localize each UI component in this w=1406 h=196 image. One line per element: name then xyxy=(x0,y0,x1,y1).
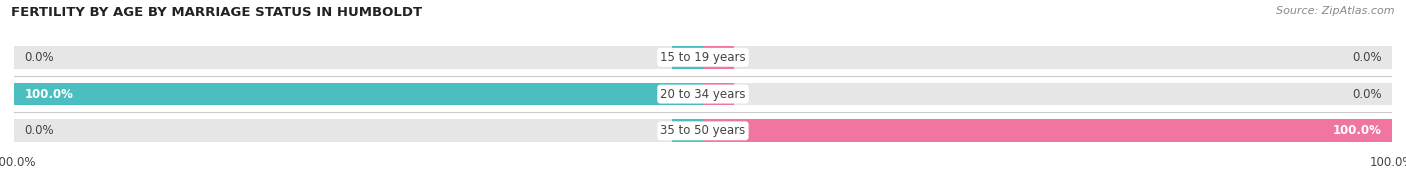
Text: 0.0%: 0.0% xyxy=(24,124,53,137)
Bar xyxy=(672,119,703,142)
Bar xyxy=(703,119,1392,142)
Bar xyxy=(703,46,734,69)
Bar xyxy=(703,119,1392,142)
Bar xyxy=(703,46,1392,69)
Text: 15 to 19 years: 15 to 19 years xyxy=(661,51,745,64)
Text: 35 to 50 years: 35 to 50 years xyxy=(661,124,745,137)
Bar xyxy=(14,119,703,142)
Text: 100.0%: 100.0% xyxy=(1333,124,1382,137)
Bar xyxy=(14,83,703,105)
Bar xyxy=(14,46,703,69)
Text: 20 to 34 years: 20 to 34 years xyxy=(661,88,745,101)
Bar xyxy=(703,83,734,105)
Text: Source: ZipAtlas.com: Source: ZipAtlas.com xyxy=(1277,6,1395,16)
Bar xyxy=(703,83,1392,105)
Text: 0.0%: 0.0% xyxy=(1353,88,1382,101)
Text: FERTILITY BY AGE BY MARRIAGE STATUS IN HUMBOLDT: FERTILITY BY AGE BY MARRIAGE STATUS IN H… xyxy=(11,6,422,19)
Bar xyxy=(14,83,703,105)
Text: 0.0%: 0.0% xyxy=(24,51,53,64)
Text: 0.0%: 0.0% xyxy=(1353,51,1382,64)
Legend: Married, Unmarried: Married, Unmarried xyxy=(621,193,785,196)
Text: 100.0%: 100.0% xyxy=(24,88,73,101)
Bar xyxy=(672,46,703,69)
